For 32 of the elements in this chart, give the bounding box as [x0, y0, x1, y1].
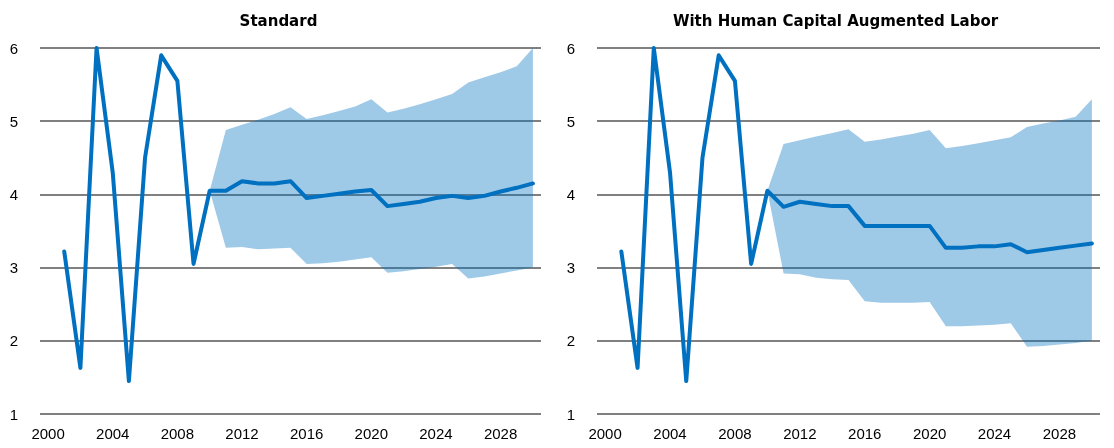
x-tick-label: 2024 — [977, 425, 1012, 442]
y-tick-label: 6 — [566, 39, 575, 57]
x-tick-label: 2028 — [483, 425, 518, 442]
x-tick-label: 2024 — [419, 425, 453, 442]
y-tick-label: 2 — [9, 332, 18, 350]
y-tick-label: 3 — [9, 259, 18, 277]
y-tick-label: 2 — [566, 332, 575, 350]
x-tick-label: 2020 — [354, 425, 388, 442]
x-tick-label: 2004 — [653, 425, 687, 442]
y-tick-label: 4 — [566, 185, 575, 203]
x-tick-label: 2016 — [289, 425, 324, 442]
x-tick-label: 2012 — [225, 425, 259, 442]
chart-title: With Human Capital Augmented Labor — [672, 11, 999, 30]
x-tick-label: 2028 — [1042, 425, 1077, 442]
x-tick-label: 2016 — [848, 425, 882, 442]
y-tick-label: 1 — [9, 405, 18, 423]
y-tick-label: 6 — [9, 39, 18, 57]
y-tick-label: 3 — [566, 259, 575, 277]
line-series — [62, 46, 535, 384]
x-tick-label: 2012 — [783, 425, 817, 442]
x-tick-label: 2000 — [588, 425, 622, 442]
y-tick-label: 5 — [566, 112, 575, 130]
x-tick-label: 2020 — [912, 425, 947, 442]
chart-title: Standard — [239, 11, 318, 30]
x-tick-label: 2000 — [31, 425, 65, 442]
y-tick-label: 1 — [566, 405, 575, 423]
y-tick-label: 4 — [9, 185, 18, 203]
x-tick-label: 2008 — [160, 425, 195, 442]
y-tick-label: 5 — [9, 112, 18, 130]
x-tick-label: 2004 — [96, 425, 130, 442]
line-series — [619, 46, 1094, 384]
x-tick-label: 2008 — [718, 425, 752, 442]
